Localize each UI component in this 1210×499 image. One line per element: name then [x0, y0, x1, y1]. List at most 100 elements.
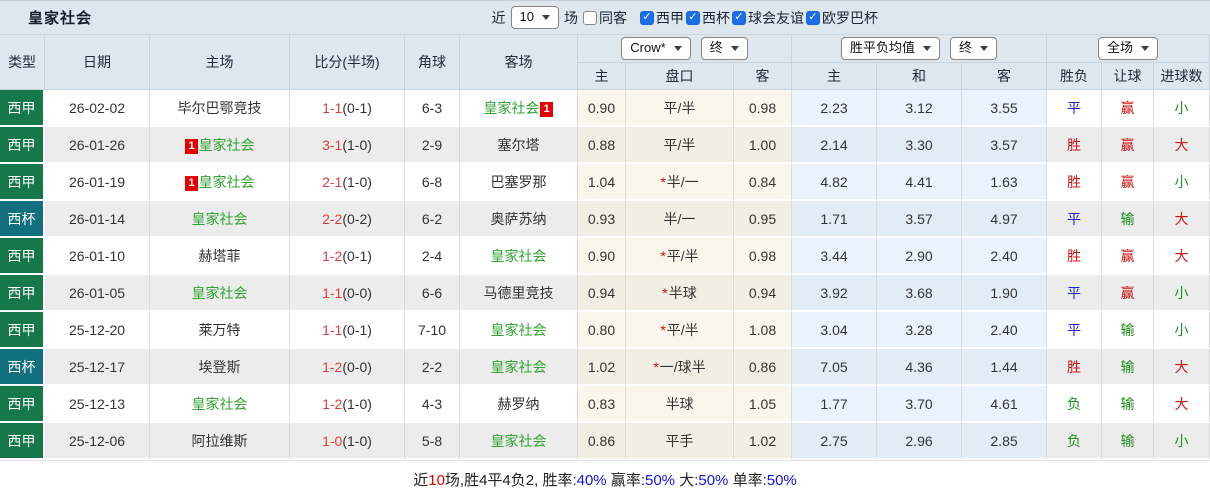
handicap-home-odds-cell: 0.80	[578, 312, 626, 349]
changed-line-marker: *	[660, 247, 666, 264]
team-name[interactable]: 皇家社会	[490, 247, 547, 264]
chevron-down-icon	[542, 14, 550, 20]
team-name[interactable]: 1 皇家社会	[184, 137, 255, 154]
match-table-body: 西甲 26-02-02 毕尔巴鄂竞技 1-1(0-1) 6-3 皇家社会 1 0.90 平/半 0…	[0, 90, 1210, 460]
avg-draw-odds-cell: 2.90	[877, 238, 963, 275]
changed-line-marker: *	[660, 321, 666, 338]
col-header-score: 比分(半场)	[290, 35, 405, 90]
scope-value: 全场	[1107, 40, 1134, 55]
handicap-line-cell: *平/半	[626, 238, 734, 275]
odds-status-select[interactable]: 终	[950, 37, 998, 60]
team-name[interactable]: 塞尔塔	[497, 136, 540, 153]
team-name[interactable]: 毕尔巴鄂竞技	[177, 99, 262, 116]
team-name[interactable]: 马德里竞技	[483, 284, 554, 301]
team-name[interactable]: 1 皇家社会	[184, 174, 255, 191]
team-name[interactable]: 莱万特	[198, 321, 241, 338]
away-team-cell: 皇家社会	[460, 349, 578, 386]
score-cell: 1-0(1-0)	[290, 423, 405, 460]
halftime-score: (1-0)	[342, 173, 372, 190]
goals-result-cell: 小	[1154, 164, 1210, 201]
handicap-away-odds-cell: 1.02	[734, 423, 793, 460]
league-filter[interactable]: ✓ 欧罗巴杯	[806, 8, 878, 28]
fulltime-score: 1-1	[322, 284, 343, 301]
match-date-cell: 26-01-10	[45, 238, 150, 275]
chevron-down-icon	[730, 45, 739, 51]
handicap-result-cell: 赢	[1102, 275, 1155, 312]
halftime-score: (1-0)	[342, 136, 372, 153]
summary-text: 近10场,胜4平4负2, 胜率:40% 赢率:50% 大:50% 单率:50%	[413, 469, 797, 490]
checkbox-icon[interactable]	[583, 10, 597, 25]
home-team-cell: 莱万特	[150, 312, 290, 349]
checkbox-icon[interactable]: ✓	[686, 10, 700, 25]
home-team-cell: 皇家社会	[150, 275, 290, 312]
match-row: 西甲 26-01-26 1 皇家社会 3-1(1-0) 2-9 塞尔塔 0.88 平/半 1.00…	[0, 127, 1210, 164]
scope-select-group: 全场	[1047, 35, 1210, 63]
checkbox-icon[interactable]: ✓	[732, 10, 746, 25]
handicap-line-cell: 平/半	[626, 127, 734, 164]
fulltime-score: 3-1	[322, 136, 343, 153]
league-type-cell: 西甲	[0, 238, 45, 275]
match-date-cell: 25-12-20	[45, 312, 150, 349]
league-filter[interactable]: ✓ 西甲	[640, 8, 684, 28]
avg-draw-odds-cell: 3.57	[877, 201, 963, 238]
score-cell: 3-1(1-0)	[290, 127, 405, 164]
handicap-line-cell: *半/一	[626, 164, 734, 201]
team-name[interactable]: 奥萨苏纳	[490, 210, 547, 227]
bookmaker-select[interactable]: Crow*	[621, 37, 691, 60]
team-name[interactable]: 皇家社会	[191, 284, 248, 301]
odds-mode-value: 胜平负均值	[850, 40, 916, 55]
handicap-home-odds-cell: 0.90	[578, 238, 626, 275]
team-name[interactable]: 巴塞罗那	[490, 173, 547, 190]
match-row: 西杯 25-12-17 埃登斯 1-2(0-0) 2-2 皇家社会 1.02 *一/球半 0.8…	[0, 349, 1210, 386]
team-name[interactable]: 赫塔菲	[198, 247, 241, 264]
team-name[interactable]: 埃登斯	[198, 358, 241, 375]
handicap-home-odds-cell: 1.02	[578, 349, 626, 386]
handicap-status-select[interactable]: 终	[700, 37, 748, 60]
goals-result-cell: 大	[1154, 349, 1210, 386]
team-name[interactable]: 皇家社会	[191, 210, 248, 227]
summary-segment: 单率:	[728, 471, 767, 489]
team-name[interactable]: 皇家社会	[490, 432, 547, 449]
team-name[interactable]: 皇家社会	[490, 321, 547, 338]
handicap-line-cell: *半球	[626, 275, 734, 312]
checkbox-icon[interactable]: ✓	[640, 10, 654, 25]
chevron-down-icon	[923, 45, 932, 51]
league-filter[interactable]: ✓ 球会友谊	[732, 8, 804, 28]
card-badge: 1	[185, 175, 198, 191]
odds-mode-select[interactable]: 胜平负均值	[841, 37, 941, 60]
result-cell: 胜	[1047, 164, 1103, 201]
score-cell: 1-2(0-0)	[290, 349, 405, 386]
avg-away-odds-cell: 2.40	[962, 238, 1048, 275]
avg-draw-odds-cell: 3.30	[877, 127, 963, 164]
handicap-result-cell: 输	[1102, 386, 1155, 423]
same-opponent-filter[interactable]: 同客	[583, 8, 627, 28]
handicap-home-odds-cell: 0.86	[578, 423, 626, 460]
match-row: 西甲 25-12-13 皇家社会 1-2(1-0) 4-3 赫罗纳 0.83 半球 1.05 1.…	[0, 386, 1210, 423]
recent-label: 近	[491, 9, 506, 26]
col-header-date: 日期	[45, 35, 150, 90]
handicap-home-odds-cell: 0.93	[578, 201, 626, 238]
summary-footer: 近10场,胜4平4负2, 胜率:40% 赢率:50% 大:50% 单率:50%	[0, 460, 1210, 497]
avg-away-odds-cell: 3.55	[962, 90, 1048, 127]
away-team-cell: 马德里竞技	[460, 275, 578, 312]
scope-select[interactable]: 全场	[1098, 37, 1159, 60]
team-name[interactable]: 阿拉维斯	[191, 432, 248, 449]
away-team-cell: 皇家社会	[460, 238, 578, 275]
team-name[interactable]: 赫罗纳	[497, 395, 540, 412]
subcol-goals: 进球数	[1154, 63, 1210, 90]
col-header-type: 类型	[0, 35, 45, 90]
team-name[interactable]: 皇家社会 1	[483, 100, 553, 117]
checkbox-icon[interactable]: ✓	[806, 10, 820, 25]
avg-away-odds-cell: 4.97	[962, 201, 1048, 238]
recent-count-select[interactable]: 10	[510, 6, 559, 29]
league-filter[interactable]: ✓ 西杯	[686, 8, 730, 28]
league-filter-label: 西杯	[702, 9, 730, 26]
home-team-cell: 赫塔菲	[150, 238, 290, 275]
handicap-result-cell: 赢	[1102, 238, 1155, 275]
away-team-cell: 皇家社会	[460, 312, 578, 349]
changed-line-marker: *	[653, 358, 659, 375]
team-name[interactable]: 皇家社会	[490, 358, 547, 375]
team-name[interactable]: 皇家社会	[191, 395, 248, 412]
home-team-cell: 皇家社会	[150, 386, 290, 423]
match-row: 西甲 25-12-20 莱万特 1-1(0-1) 7-10 皇家社会 0.80 *平/半 1.0…	[0, 312, 1210, 349]
